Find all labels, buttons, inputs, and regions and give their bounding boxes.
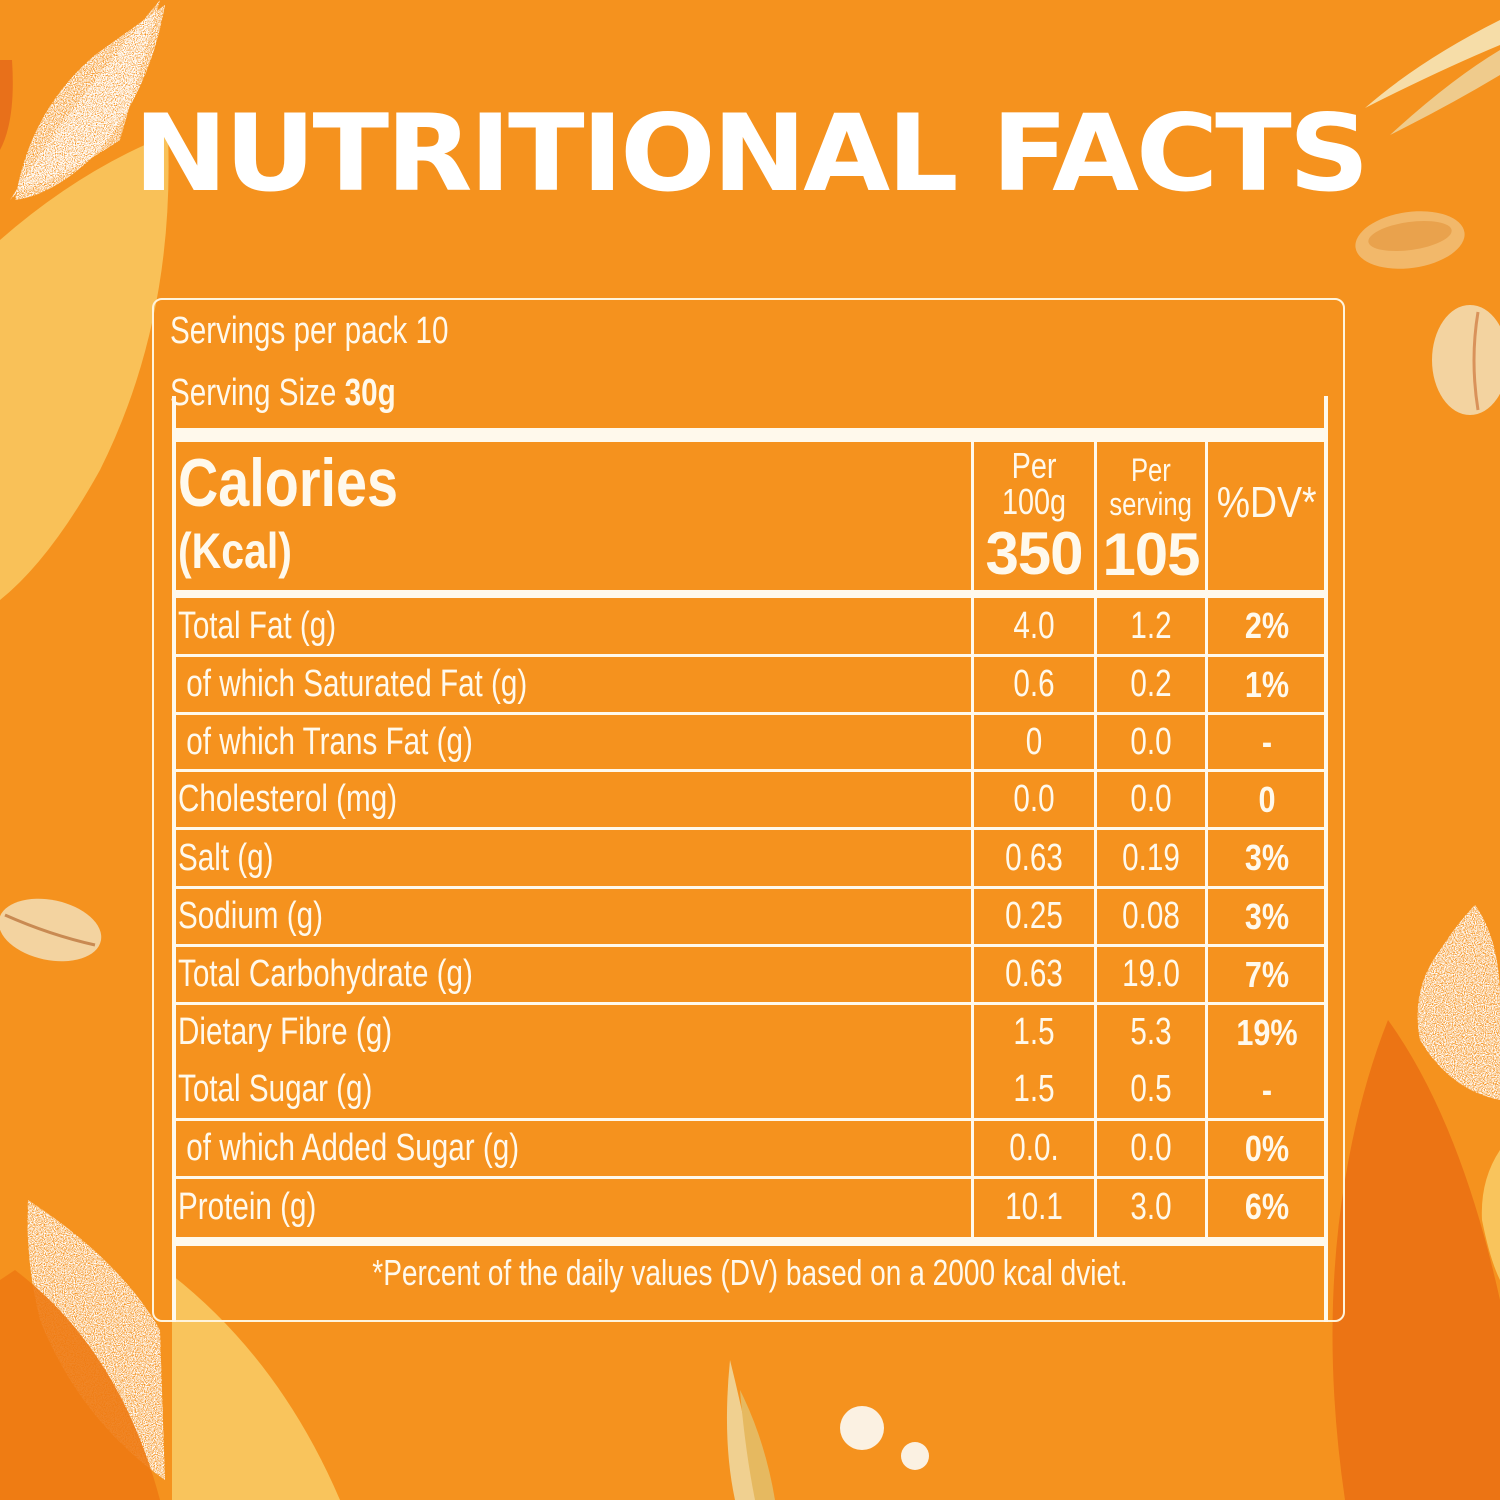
col-header-perserving: Per serving 105 bbox=[1097, 453, 1205, 585]
row-dv: 3% bbox=[1244, 895, 1290, 937]
row-label-total-carbohydrate: Total Carbohydrate (g) bbox=[178, 953, 473, 995]
col-perserving-line2: serving bbox=[1109, 486, 1193, 522]
row-divider bbox=[172, 1176, 1328, 1179]
row-per100g: 1.5 bbox=[1013, 1068, 1055, 1110]
row-dv: 0 bbox=[1258, 778, 1276, 820]
row-per100g: 4.0 bbox=[1013, 604, 1055, 647]
row-label-dietary-fibre: Dietary Fibre (g) bbox=[178, 1011, 393, 1053]
row-divider bbox=[172, 654, 1328, 657]
row-dv: - bbox=[1261, 1068, 1273, 1110]
row-per100g: 0.63 bbox=[1005, 836, 1063, 879]
row-per100g: 0.6 bbox=[1013, 663, 1055, 705]
calories-unit: (Kcal) bbox=[178, 523, 292, 579]
row-divider bbox=[172, 712, 1328, 715]
column-divider bbox=[971, 442, 974, 1237]
row-divider bbox=[172, 886, 1328, 889]
row-perserving: 19.0 bbox=[1122, 953, 1180, 995]
calories-unit-cell: (Kcal) bbox=[178, 520, 317, 582]
row-perserving: 0.0 bbox=[1130, 1127, 1172, 1169]
row-label-salt: Salt (g) bbox=[178, 836, 274, 879]
row-perserving: 0.5 bbox=[1130, 1068, 1172, 1110]
row-dv: 7% bbox=[1244, 953, 1290, 995]
serving-size-label: Serving Size bbox=[170, 372, 337, 414]
servings-per-pack-label: Servings per pack bbox=[170, 310, 408, 352]
serving-size-value: 30g bbox=[344, 372, 396, 414]
row-per100g: 0.0 bbox=[1013, 778, 1055, 820]
row-divider bbox=[172, 1118, 1328, 1121]
servings-per-pack: Servings per pack 10 bbox=[170, 310, 448, 353]
row-per100g: 0.0. bbox=[1009, 1127, 1059, 1169]
nutrition-panel-frame bbox=[152, 298, 1345, 1322]
col-dv-label: %DV* bbox=[1217, 478, 1317, 527]
serving-size: Serving Size 30g bbox=[170, 372, 396, 415]
row-per100g: 1.5 bbox=[1013, 1011, 1055, 1053]
row-dv: 19% bbox=[1236, 1011, 1298, 1053]
row-per100g: 0.25 bbox=[1005, 895, 1063, 937]
col-header-per100g: Per 100g 350 bbox=[974, 448, 1094, 584]
servings-per-pack-value: 10 bbox=[415, 310, 449, 352]
calories-per100g: 350 bbox=[985, 520, 1083, 587]
row-divider bbox=[172, 769, 1328, 772]
row-dv: 0% bbox=[1244, 1127, 1290, 1169]
col-header-dv: %DV* bbox=[1208, 478, 1326, 528]
row-perserving: 0.0 bbox=[1130, 778, 1172, 820]
row-dv: 2% bbox=[1244, 605, 1290, 646]
col-per100g-line2: 100g bbox=[1001, 481, 1067, 522]
row-per100g: 0 bbox=[1025, 720, 1043, 763]
row-label-protein: Protein (g) bbox=[178, 1185, 317, 1228]
divider-thick-bottom bbox=[172, 1237, 1328, 1246]
row-dv: 6% bbox=[1244, 1186, 1290, 1227]
row-dv: 1% bbox=[1244, 663, 1290, 705]
row-label-trans-fat: of which Trans Fat (g) bbox=[178, 720, 473, 763]
col-per100g-line1: Per bbox=[1011, 445, 1057, 486]
row-per100g: 10.1 bbox=[1005, 1185, 1063, 1228]
row-perserving: 3.0 bbox=[1130, 1185, 1172, 1228]
row-divider bbox=[172, 1002, 1328, 1005]
row-per100g: 0.63 bbox=[1005, 953, 1063, 995]
row-label-saturated-fat: of which Saturated Fat (g) bbox=[178, 663, 528, 705]
page-title: NUTRITIONAL FACTS bbox=[133, 92, 1370, 215]
nutrition-table bbox=[172, 396, 1328, 1322]
col-perserving-line1: Per bbox=[1131, 452, 1171, 488]
row-label-added-sugar: of which Added Sugar (g) bbox=[178, 1127, 520, 1169]
row-perserving: 0.0 bbox=[1130, 720, 1172, 763]
row-perserving: 1.2 bbox=[1130, 604, 1172, 647]
divider-thick-top bbox=[172, 428, 1328, 442]
row-dv: 3% bbox=[1244, 837, 1290, 878]
row-divider bbox=[172, 944, 1328, 947]
row-label-total-sugar: Total Sugar (g) bbox=[178, 1068, 373, 1110]
calories-label-cell: Calories bbox=[178, 445, 446, 521]
row-label-cholesterol: Cholesterol (mg) bbox=[178, 778, 398, 820]
column-divider bbox=[1205, 442, 1208, 1237]
row-perserving: 0.19 bbox=[1122, 836, 1180, 879]
column-divider bbox=[1094, 442, 1097, 1237]
footnote: *Percent of the daily values (DV) based … bbox=[372, 1252, 1128, 1293]
row-perserving: 5.3 bbox=[1130, 1011, 1172, 1053]
divider-thick-header bbox=[172, 590, 1328, 598]
row-label-sodium: Sodium (g) bbox=[178, 895, 323, 937]
calories-label: Calories bbox=[178, 445, 399, 521]
row-divider bbox=[172, 827, 1328, 830]
row-perserving: 0.08 bbox=[1122, 895, 1180, 937]
row-dv: - bbox=[1261, 721, 1273, 762]
row-perserving: 0.2 bbox=[1130, 663, 1172, 705]
calories-perserving: 105 bbox=[1102, 521, 1200, 588]
row-label-total-fat: Total Fat (g) bbox=[178, 604, 337, 647]
